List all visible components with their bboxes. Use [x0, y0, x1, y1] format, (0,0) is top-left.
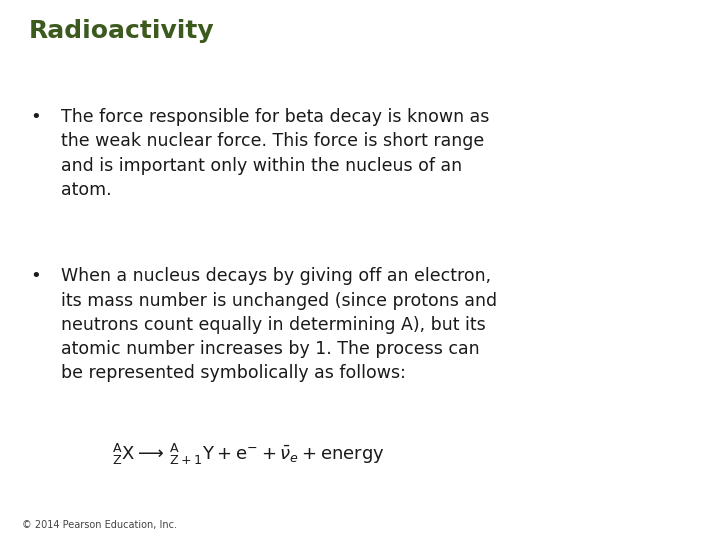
Text: Radioactivity: Radioactivity [29, 19, 215, 43]
Text: © 2014 Pearson Education, Inc.: © 2014 Pearson Education, Inc. [22, 520, 176, 530]
Text: •: • [30, 108, 41, 126]
Text: $\mathregular{^{A}_{Z}X} \longrightarrow\, \mathregular{^{A}_{Z+1}Y} + \mathrm{e: $\mathregular{^{A}_{Z}X} \longrightarrow… [112, 442, 384, 467]
Text: The force responsible for beta decay is known as
the weak nuclear force. This fo: The force responsible for beta decay is … [61, 108, 490, 199]
Text: When a nucleus decays by giving off an electron,
its mass number is unchanged (s: When a nucleus decays by giving off an e… [61, 267, 498, 382]
Text: •: • [30, 267, 41, 285]
